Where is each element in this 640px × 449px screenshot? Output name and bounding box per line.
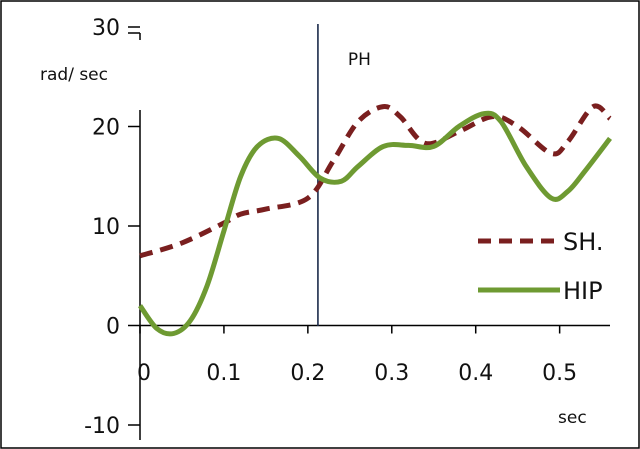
series-hip-line [137, 110, 612, 337]
x-tick-label: 0.4 [458, 361, 493, 386]
y-tick-label: 0 [106, 315, 120, 340]
y-tick-label: 30 [92, 16, 120, 41]
ph-annotation: PH [348, 50, 371, 70]
x-tick-label: 0.3 [374, 361, 409, 386]
legend-hip-label: HIP [563, 277, 603, 305]
y-tick-label: 20 [92, 116, 120, 141]
x-axis-label: sec [558, 408, 587, 428]
y-tick-label: 10 [92, 215, 120, 240]
y-tick-labels: -10 0 10 20 30 [84, 16, 140, 439]
x-tick-label: 0.1 [206, 361, 241, 386]
x-tick-label: 0 [137, 361, 151, 386]
y-axis-label: rad/ sec [40, 65, 108, 85]
y-tick-label: -10 [84, 414, 120, 439]
x-tick-label: 0.5 [542, 361, 577, 386]
legend-sh-label: SH. [563, 228, 604, 256]
x-tick-labels: 0 0.1 0.2 0.3 0.4 0.5 [137, 325, 577, 386]
x-tick-label: 0.2 [290, 361, 325, 386]
series-sh-line [139, 103, 612, 259]
legend: SH. HIP [478, 228, 604, 305]
